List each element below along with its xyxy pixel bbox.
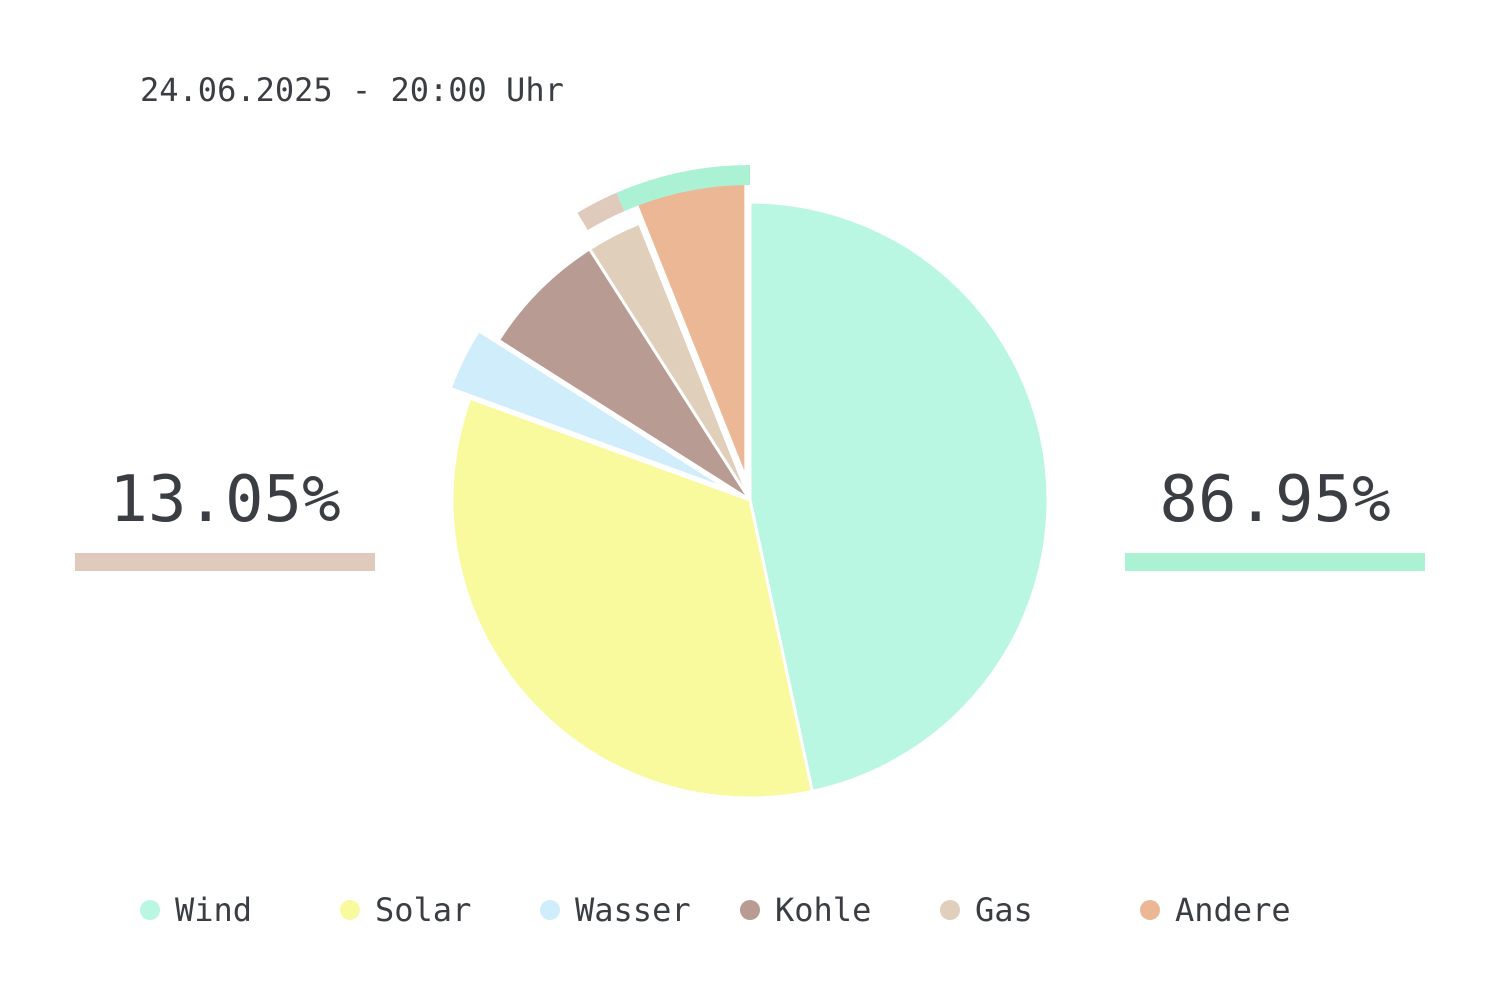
legend-label-kohle: Kohle bbox=[775, 891, 872, 929]
legend-label-gas: Gas bbox=[975, 891, 1033, 929]
legend-item-solar: Solar bbox=[340, 890, 471, 930]
pie-slice-wind bbox=[748, 200, 1050, 793]
pie-slice-wasser bbox=[448, 329, 732, 492]
pie-slice-kohle bbox=[496, 247, 752, 502]
chart-legend: Wind Solar Wasser Kohle Gas Andere bbox=[0, 890, 1500, 930]
renewable-share-bar bbox=[1125, 553, 1425, 571]
ring-segment-fossil bbox=[577, 192, 625, 231]
legend-label-andere: Andere bbox=[1175, 891, 1291, 929]
pie-slice-gas bbox=[588, 221, 752, 502]
chart-timestamp: 24.06.2025 - 20:00 Uhr bbox=[140, 71, 564, 109]
fossil-share-bar bbox=[75, 553, 375, 571]
legend-swatch-solar bbox=[340, 900, 360, 920]
legend-item-andere: Andere bbox=[1140, 890, 1291, 930]
renewable-share-value: 86.95% bbox=[1159, 463, 1391, 537]
ring-segment-renewable bbox=[616, 165, 751, 212]
legend-item-gas: Gas bbox=[940, 890, 1033, 930]
legend-label-wind: Wind bbox=[175, 891, 253, 929]
legend-label-wasser: Wasser bbox=[575, 891, 691, 929]
legend-swatch-andere bbox=[1140, 900, 1160, 920]
pie-slice-solar bbox=[450, 396, 814, 800]
legend-swatch-kohle bbox=[740, 900, 760, 920]
legend-item-kohle: Kohle bbox=[740, 890, 871, 930]
fossil-share-value: 13.05% bbox=[109, 463, 341, 537]
legend-swatch-wasser bbox=[540, 900, 560, 920]
legend-label-solar: Solar bbox=[375, 891, 472, 929]
legend-swatch-wind bbox=[140, 900, 160, 920]
legend-item-wasser: Wasser bbox=[540, 890, 691, 930]
legend-swatch-gas bbox=[940, 900, 960, 920]
legend-item-wind: Wind bbox=[140, 890, 252, 930]
